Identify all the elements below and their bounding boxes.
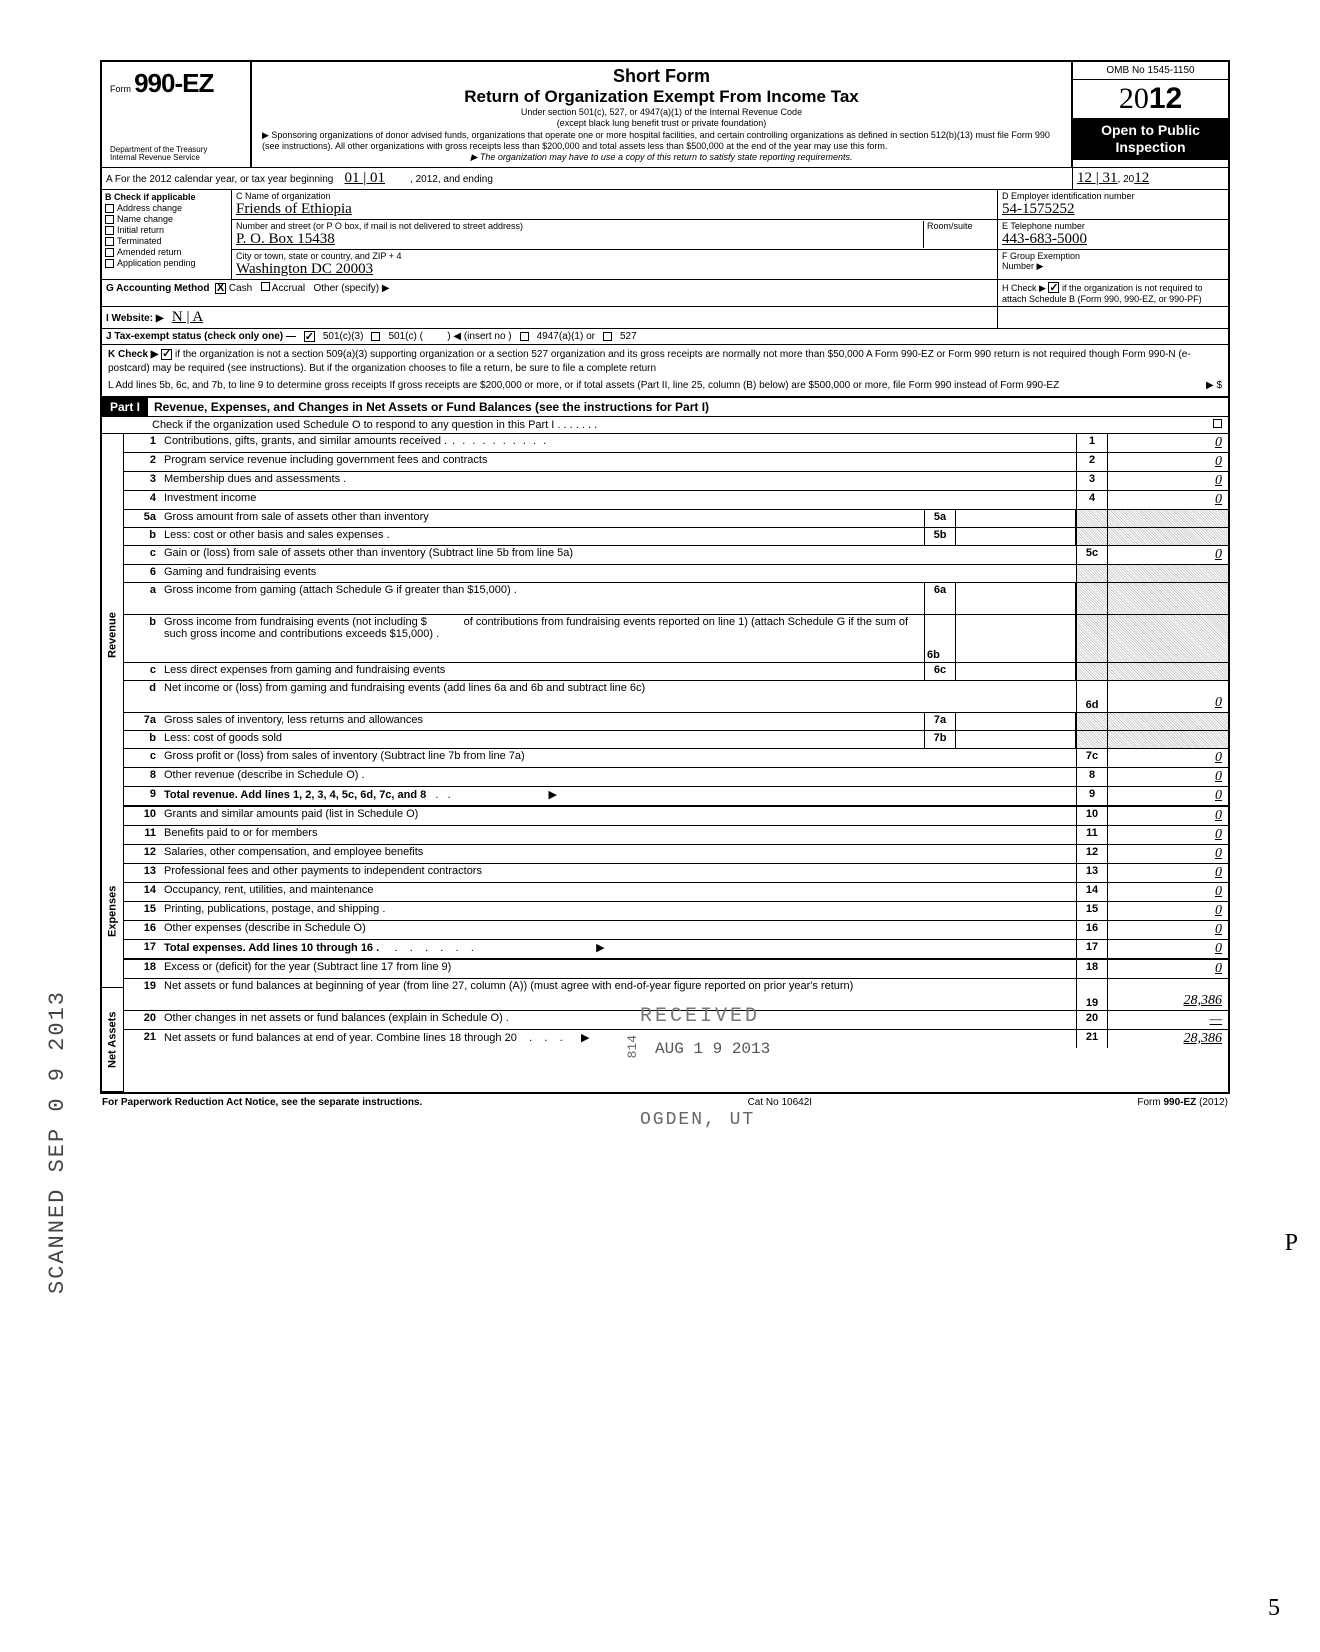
side-net-assets: Net Assets — [102, 988, 124, 1092]
val-20: — — [1108, 1011, 1228, 1029]
val-3: 0 — [1108, 472, 1228, 490]
sub-except: (except black lung benefit trust or priv… — [258, 118, 1065, 129]
val-6d: 0 — [1108, 681, 1228, 712]
side-revenue: Revenue — [102, 434, 124, 836]
form-number: 990-EZ — [134, 68, 213, 98]
cb-schedule-o[interactable] — [1213, 419, 1222, 428]
form-prefix: Form — [110, 84, 131, 94]
form-990ez: Form 990-EZ Department of the Treasury I… — [100, 60, 1230, 1111]
col-b-check: B Check if applicable Address change Nam… — [102, 190, 232, 279]
val-21: 28,386 — [1108, 1030, 1228, 1048]
dept-irs: Internal Revenue Service — [110, 154, 242, 163]
val-14: 0 — [1108, 883, 1228, 901]
val-18: 0 — [1108, 960, 1228, 978]
part1-check-row: Check if the organization used Schedule … — [100, 417, 1230, 434]
org-city: Washington DC 20003 — [236, 261, 373, 277]
cb-address-change[interactable] — [105, 204, 114, 213]
row-g-accounting: G Accounting Method X Cash Accrual Other… — [100, 280, 1230, 307]
cb-pending[interactable] — [105, 259, 114, 268]
val-2: 0 — [1108, 453, 1228, 471]
cb-initial-return[interactable] — [105, 226, 114, 235]
cb-accrual[interactable] — [261, 282, 270, 291]
sub-sponsoring: Sponsoring organizations of donor advise… — [262, 130, 1050, 151]
omb-number: OMB No 1545-1150 — [1073, 62, 1228, 80]
cb-cash[interactable]: X — [215, 283, 226, 294]
val-7c: 0 — [1108, 749, 1228, 767]
footer-right: Form 990-EZ (2012) — [1137, 1097, 1228, 1108]
val-8: 0 — [1108, 768, 1228, 786]
row-k-l: K Check ▶ ✓ if the organization is not a… — [100, 345, 1230, 398]
cb-527[interactable] — [603, 332, 612, 341]
margin-p: P — [1285, 1230, 1298, 1257]
sub-501c: Under section 501(c), 527, or 4947(a)(1)… — [258, 107, 1065, 118]
org-name: Friends of Ethiopia — [236, 201, 352, 217]
part1-title: Revenue, Expenses, and Changes in Net As… — [154, 400, 709, 414]
form-header: Form 990-EZ Department of the Treasury I… — [100, 60, 1230, 167]
short-form: Short Form — [258, 66, 1065, 87]
val-1: 0 — [1108, 434, 1228, 452]
val-12: 0 — [1108, 845, 1228, 863]
cb-terminated[interactable] — [105, 237, 114, 246]
val-16: 0 — [1108, 921, 1228, 939]
stamp-814: 814 — [625, 1035, 640, 1058]
row-i-website: I Website: ▶ N | A — [100, 307, 1230, 329]
footer: For Paperwork Reduction Act Notice, see … — [100, 1094, 1230, 1111]
col-def: D Employer identification number54-15752… — [998, 190, 1228, 279]
cb-4947[interactable] — [520, 332, 529, 341]
footer-left: For Paperwork Reduction Act Notice, see … — [102, 1097, 422, 1108]
side-expenses: Expenses — [102, 836, 124, 988]
begin-date: 01 | 01 — [345, 170, 386, 186]
cb-schedule-b[interactable]: ✓ — [1048, 282, 1059, 293]
cb-k[interactable]: ✓ — [161, 349, 172, 360]
title-box: Short Form Return of Organization Exempt… — [252, 62, 1073, 167]
cb-501c[interactable] — [371, 332, 380, 341]
tax-year: 2012 — [1073, 80, 1228, 118]
org-street: P. O. Box 15438 — [236, 231, 335, 247]
val-11: 0 — [1108, 826, 1228, 844]
website: N | A — [172, 309, 203, 325]
main-title: Return of Organization Exempt From Incom… — [258, 87, 1065, 107]
val-17: 0 — [1108, 940, 1228, 958]
part1-table: Revenue Expenses Net Assets 1Contributio… — [100, 434, 1230, 1094]
val-15: 0 — [1108, 902, 1228, 920]
val-19: 28,386 — [1108, 979, 1228, 1010]
val-9: 0 — [1108, 787, 1228, 805]
page-number: 5 — [1268, 1595, 1280, 1622]
stamp-ogden: OGDEN, UT — [640, 1110, 755, 1130]
cb-amended[interactable] — [105, 248, 114, 257]
cb-501c3[interactable]: ✓ — [304, 331, 315, 342]
part1-header: Part I Revenue, Expenses, and Changes in… — [100, 398, 1230, 417]
open-inspection: Open to PublicInspection — [1073, 118, 1228, 160]
part1-label: Part I — [102, 398, 148, 416]
cb-name-change[interactable] — [105, 215, 114, 224]
stamp-date: AUG 1 9 2013 — [655, 1040, 770, 1058]
footer-cat: Cat No 10642I — [748, 1097, 813, 1108]
val-5c: 0 — [1108, 546, 1228, 564]
col-c-name-address: C Name of organizationFriends of Ethiopi… — [232, 190, 998, 279]
section-bcdef: B Check if applicable Address change Nam… — [100, 190, 1230, 280]
stamp-scanned: SCANNED SEP 0 9 2013 — [45, 990, 70, 1294]
phone: 443-683-5000 — [1002, 231, 1087, 247]
val-13: 0 — [1108, 864, 1228, 882]
sub-state: The organization may have to use a copy … — [480, 152, 853, 162]
row-j-exempt-status: J Tax-exempt status (check only one) — ✓… — [100, 329, 1230, 345]
ein: 54-1575252 — [1002, 201, 1075, 217]
val-10: 0 — [1108, 807, 1228, 825]
form-number-box: Form 990-EZ Department of the Treasury I… — [102, 62, 252, 167]
end-date: 12 | 31 — [1077, 170, 1118, 186]
val-4: 0 — [1108, 491, 1228, 509]
omb-box: OMB No 1545-1150 2012 Open to PublicInsp… — [1073, 62, 1228, 167]
row-a-tax-year: A For the 2012 calendar year, or tax yea… — [100, 167, 1230, 190]
